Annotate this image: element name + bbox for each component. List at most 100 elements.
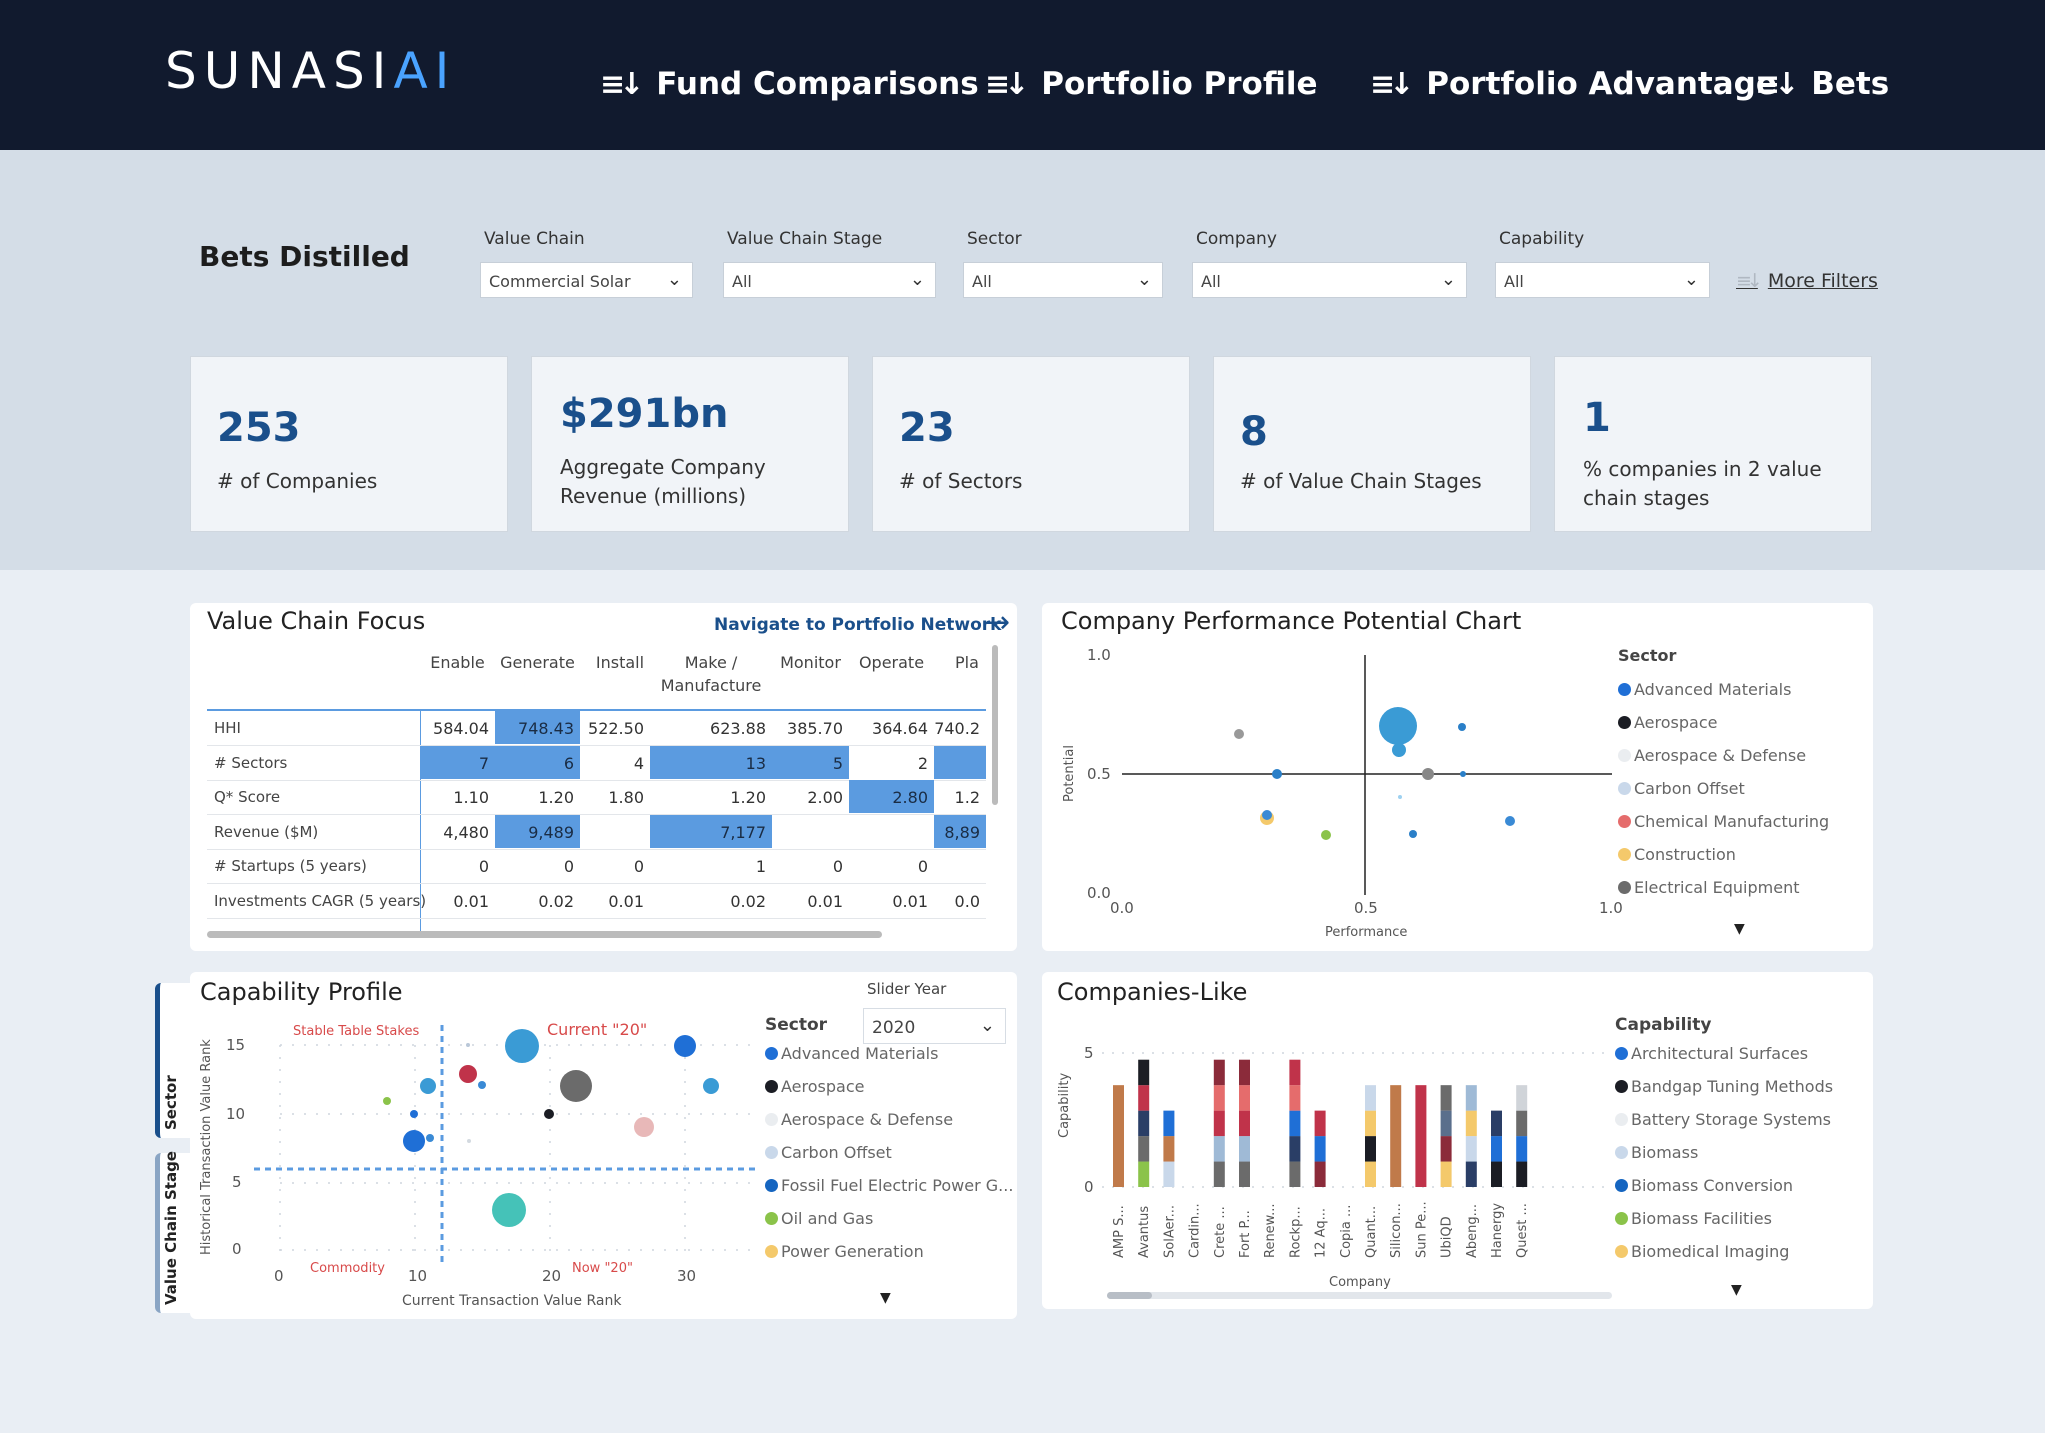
bubble[interactable] [674, 1035, 696, 1057]
bar-segment[interactable] [1465, 1085, 1477, 1111]
bar-segment[interactable] [1516, 1085, 1528, 1111]
table-cell[interactable]: 0.01 [807, 891, 843, 911]
bubble[interactable] [467, 1139, 471, 1143]
table-cell[interactable]: 7 [420, 745, 495, 779]
table-cell[interactable] [580, 815, 650, 848]
bubble[interactable] [560, 1070, 592, 1102]
table-cell[interactable] [934, 745, 986, 779]
table-cell[interactable]: 740.2 [934, 719, 980, 738]
bar-segment[interactable] [1138, 1136, 1150, 1162]
legend-item[interactable]: Fossil Fuel Electric Power G... [765, 1169, 1013, 1202]
table-cell[interactable]: 748.43 [495, 711, 580, 744]
legend-item[interactable]: Power Generation [765, 1235, 1013, 1268]
bar-segment[interactable] [1365, 1136, 1376, 1162]
company-select[interactable]: All ⌄ [1192, 262, 1467, 298]
nav-portfolio-advantage[interactable]: ≡↓ Portfolio Advantage [1370, 66, 1777, 102]
tab-sector[interactable]: Sector [155, 983, 193, 1138]
bar-segment[interactable] [1440, 1136, 1452, 1162]
table-cell[interactable]: 0 [917, 857, 928, 876]
legend-item[interactable]: Biomass Facilities [1615, 1202, 1833, 1235]
value-chain-select[interactable]: Commercial Solar ⌄ [480, 262, 693, 298]
bar-segment[interactable] [1163, 1136, 1175, 1162]
bar-segment[interactable] [1516, 1161, 1528, 1187]
legend-item[interactable]: Bandgap Tuning Methods [1615, 1070, 1833, 1103]
bar-segment[interactable] [1289, 1085, 1301, 1111]
column-header[interactable]: Pla [955, 653, 979, 672]
legend-item[interactable]: Aerospace [1618, 706, 1829, 739]
table-cell[interactable]: 6 [495, 745, 580, 779]
bubble[interactable] [466, 1043, 470, 1047]
tab-value-chain-stage[interactable]: Value Chain Stage [155, 1151, 193, 1313]
bar-segment[interactable] [1440, 1110, 1452, 1137]
table-cell[interactable]: 1.2 [954, 788, 980, 807]
table-cell[interactable]: 522.50 [588, 719, 644, 738]
bar-segment[interactable] [1213, 1136, 1225, 1162]
table-cell[interactable]: 2 [917, 753, 928, 773]
bar-segment[interactable] [1314, 1110, 1326, 1137]
data-point[interactable] [1262, 810, 1272, 820]
bar-segment[interactable] [1289, 1110, 1301, 1137]
bar-segment[interactable] [1239, 1110, 1250, 1137]
table-cell[interactable]: 13 [650, 745, 772, 779]
bar-segment[interactable] [1138, 1085, 1150, 1111]
table-cell[interactable]: 8,89 [934, 814, 986, 848]
table-cell[interactable]: 0 [633, 857, 644, 876]
table-cell[interactable] [849, 815, 934, 848]
legend-item[interactable]: Advanced Materials [1618, 673, 1829, 706]
table-cell[interactable]: 0.01 [608, 891, 644, 911]
bar-segment[interactable] [1365, 1161, 1376, 1187]
table-cell[interactable]: 7,177 [650, 814, 772, 848]
sector-select[interactable]: All ⌄ [963, 262, 1163, 298]
bar-segment[interactable] [1213, 1085, 1225, 1111]
column-header[interactable]: Generate [500, 653, 575, 672]
bar-segment[interactable] [1365, 1085, 1376, 1111]
table-cell[interactable]: 0.01 [453, 891, 489, 911]
sunasi-logo[interactable]: SUNASIAI [165, 42, 457, 100]
legend-scroll-down-icon[interactable]: ▼ [1734, 921, 1745, 937]
table-cell[interactable]: 5 [772, 745, 849, 779]
bubble[interactable] [459, 1065, 477, 1083]
data-point[interactable] [1409, 830, 1417, 838]
legend-item[interactable]: Aerospace [765, 1070, 1013, 1103]
legend-scroll-down-icon[interactable]: ▼ [880, 1290, 891, 1306]
legend-item[interactable]: Carbon Offset [765, 1136, 1013, 1169]
bar-segment[interactable] [1213, 1059, 1225, 1086]
bar-segment[interactable] [1239, 1136, 1250, 1162]
table-cell[interactable]: 1.20 [730, 788, 766, 807]
legend-item[interactable]: Battery Storage Systems [1615, 1103, 1833, 1136]
bar-segment[interactable] [1516, 1136, 1528, 1162]
legend-item[interactable]: Biomass [1615, 1136, 1833, 1169]
capability-select[interactable]: All ⌄ [1495, 262, 1710, 298]
legend-item[interactable]: Aerospace & Defense [765, 1103, 1013, 1136]
bar-segment[interactable] [1289, 1136, 1301, 1162]
bar-segment[interactable] [1239, 1161, 1250, 1187]
bar-segment[interactable] [1289, 1161, 1301, 1187]
bar-segment[interactable] [1138, 1110, 1150, 1137]
bar-segment[interactable] [1163, 1161, 1175, 1187]
table-cell[interactable]: 364.64 [872, 719, 928, 738]
navigate-portfolio-network-link[interactable]: Navigate to Portfolio Network [714, 615, 1002, 635]
table-cell[interactable]: 584.04 [433, 719, 489, 738]
bubble[interactable] [544, 1109, 554, 1119]
column-header[interactable]: Install [595, 653, 645, 672]
bar-segment[interactable] [1138, 1161, 1150, 1187]
legend-item[interactable]: Electrical Equipment [1618, 871, 1829, 904]
bar-segment[interactable] [1465, 1161, 1477, 1187]
bar-segment[interactable] [1239, 1085, 1250, 1111]
bubble[interactable] [492, 1193, 526, 1227]
data-point[interactable] [1422, 768, 1434, 780]
data-point[interactable] [1505, 816, 1515, 826]
legend-item[interactable]: Architectural Surfaces [1615, 1037, 1833, 1070]
table-cell[interactable]: 1.20 [538, 788, 574, 807]
bar-segment[interactable] [1516, 1110, 1528, 1137]
legend-item[interactable]: Biomedical Imaging [1615, 1235, 1833, 1268]
bar-segment[interactable] [1163, 1110, 1175, 1137]
bubble[interactable] [410, 1110, 418, 1118]
horizontal-scrollbar-thumb[interactable] [1107, 1292, 1152, 1299]
bar-segment[interactable] [1390, 1085, 1402, 1187]
table-cell[interactable]: 0.01 [892, 891, 928, 911]
nav-portfolio-profile[interactable]: ≡↓ Portfolio Profile [985, 66, 1318, 102]
bar-segment[interactable] [1415, 1085, 1427, 1187]
table-cell[interactable]: 2.80 [849, 780, 934, 813]
nav-bets[interactable]: ≡↓ Bets [1755, 66, 1890, 102]
